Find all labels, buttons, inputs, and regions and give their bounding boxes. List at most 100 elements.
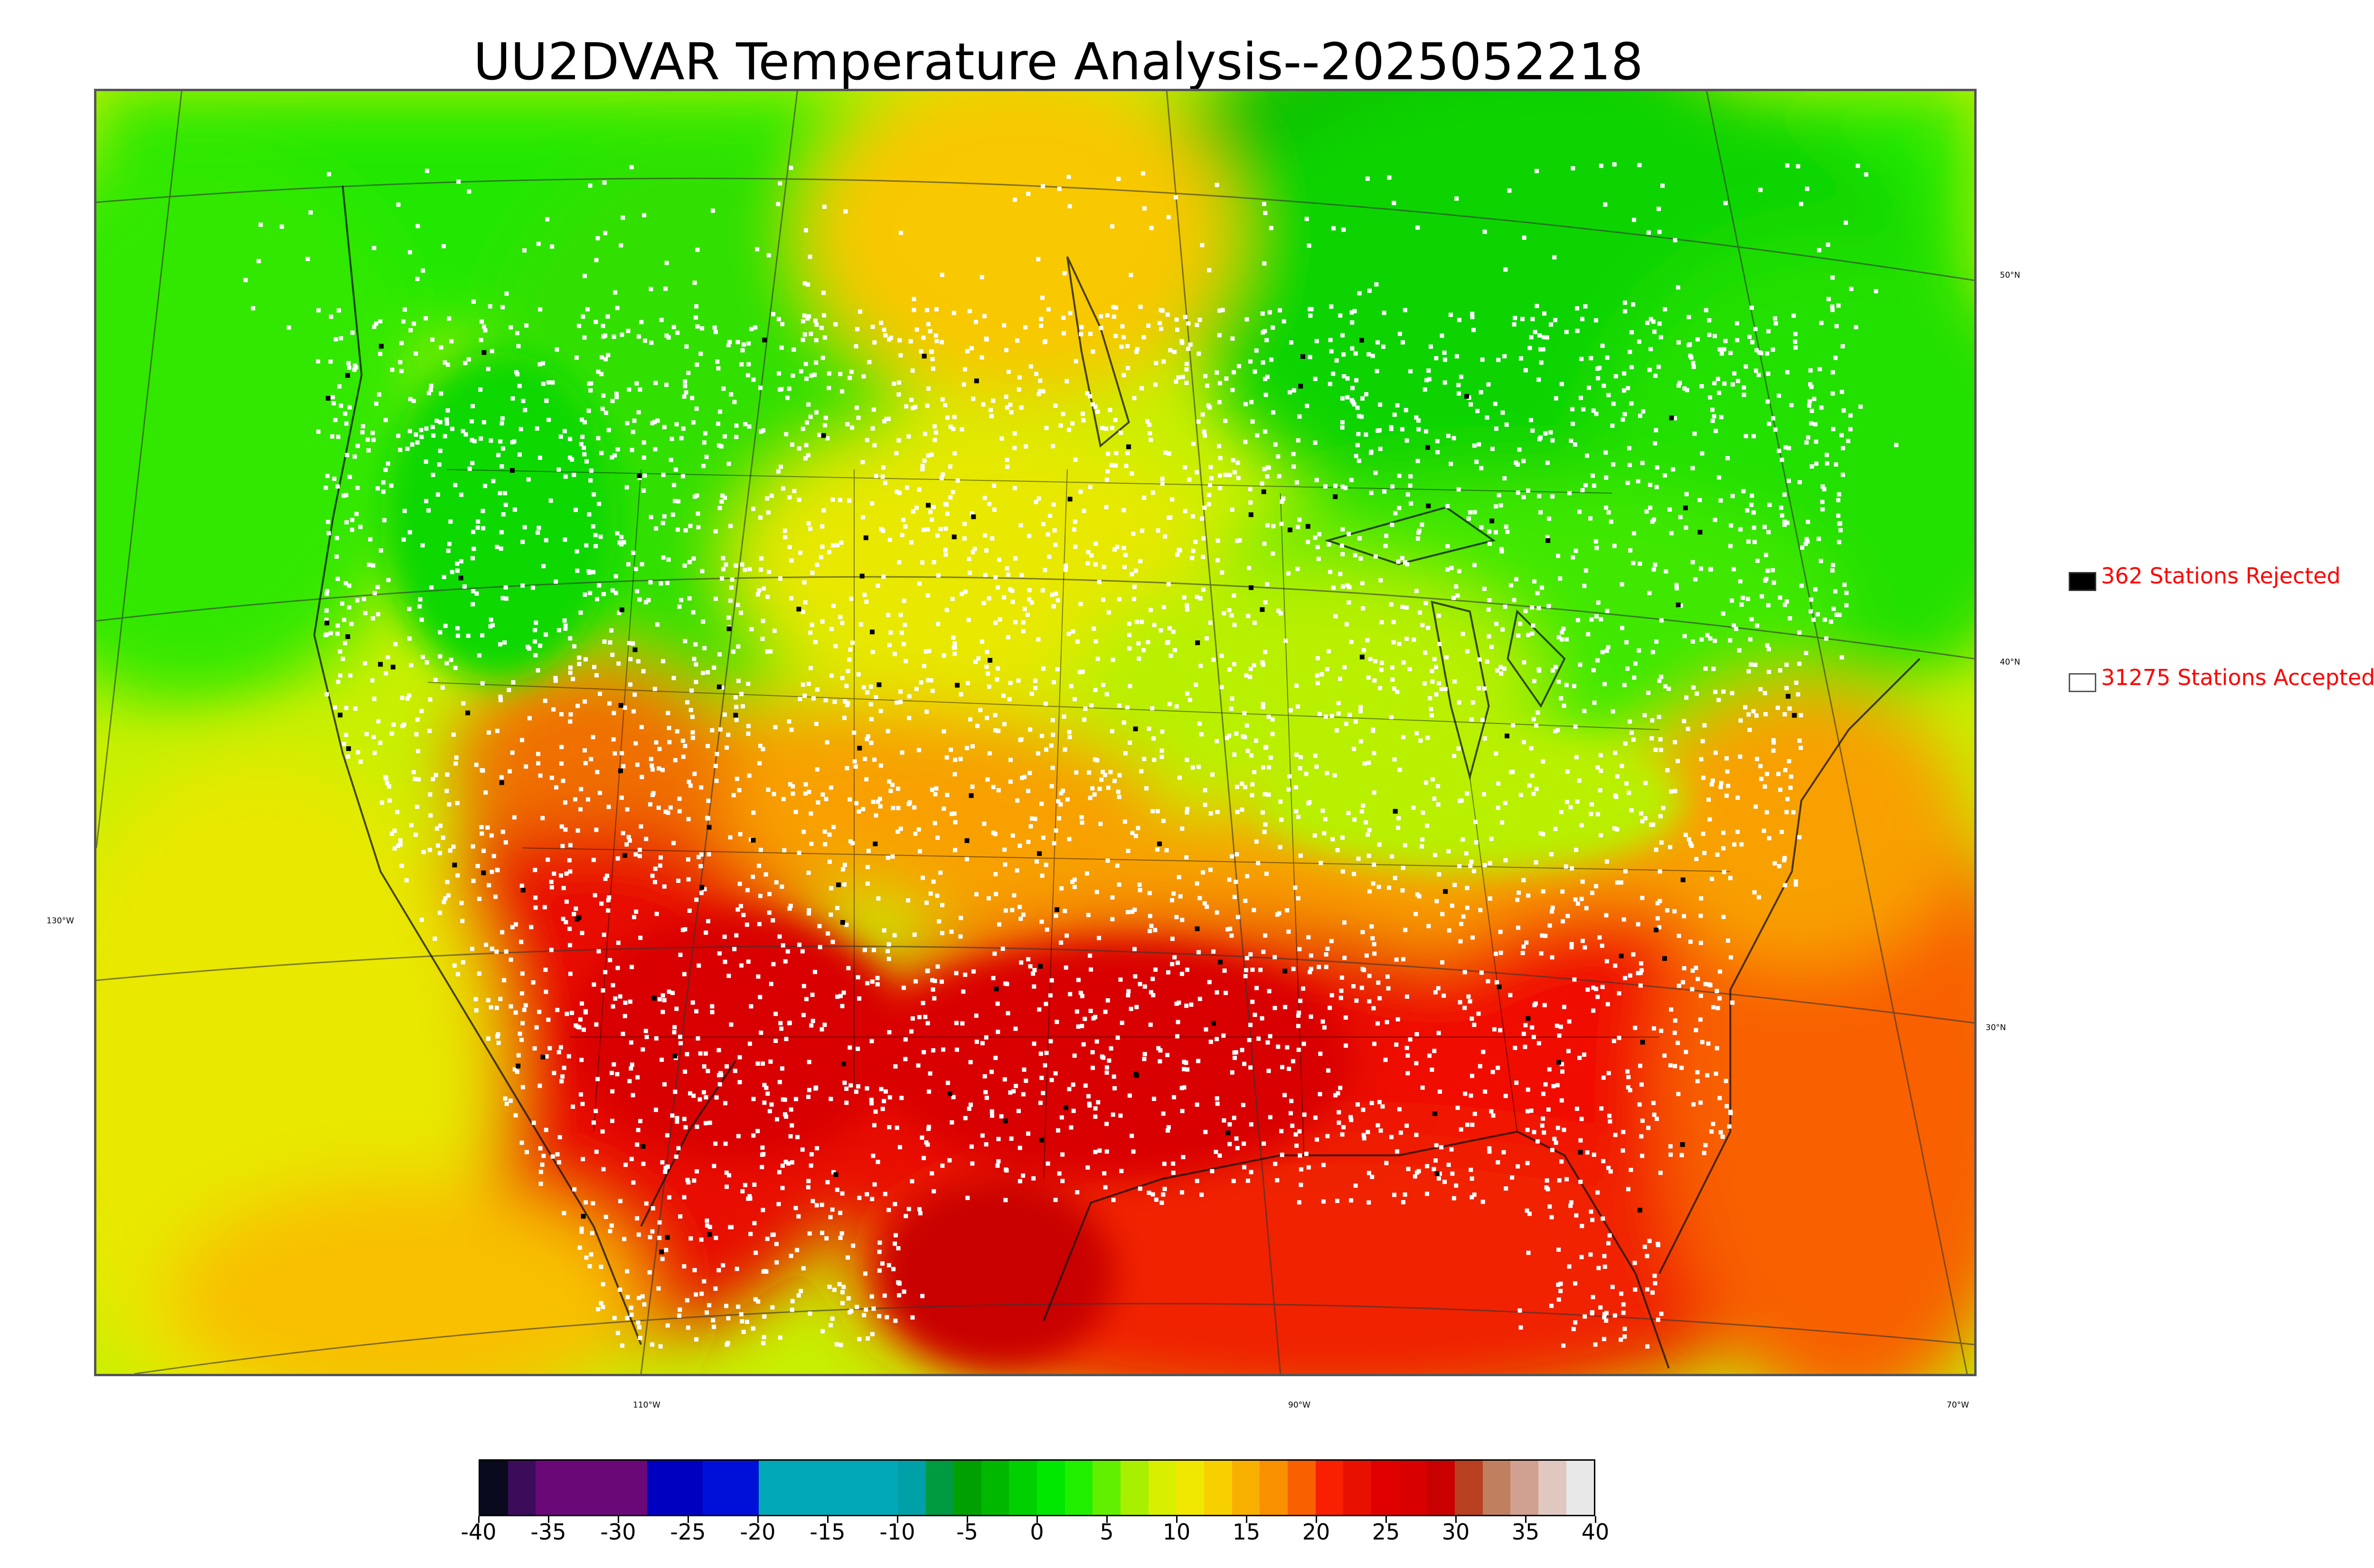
rejected-legend-swatch — [2069, 572, 2096, 591]
colorbar-tick — [478, 1516, 480, 1523]
colorbar-tick-label: 0 — [1030, 1519, 1044, 1545]
colorbar-tick-label: 15 — [1232, 1519, 1261, 1545]
colorbar-segment — [1371, 1461, 1399, 1515]
colorbar-tick-label: 20 — [1302, 1519, 1330, 1545]
colorbar-segment — [703, 1461, 731, 1515]
lon-70-line — [1705, 91, 1968, 1374]
colorbar-tick-label: 5 — [1100, 1519, 1114, 1545]
colorbar-segment — [1176, 1461, 1205, 1515]
colorbar-tick — [1106, 1516, 1108, 1523]
rejected-legend-label: 362 Stations Rejected — [2101, 563, 2341, 589]
colorbar-segment — [1315, 1461, 1344, 1515]
colorbar-segment — [925, 1461, 954, 1515]
colorbar-tick-label: -25 — [670, 1519, 706, 1545]
lat-label-40n: 40°N — [2000, 657, 2020, 667]
colorbar-segment — [1538, 1461, 1566, 1515]
colorbar-segment — [786, 1461, 814, 1515]
colorbar-segment — [870, 1461, 898, 1515]
lon-label-130w: 130°W — [47, 916, 74, 926]
colorbar-segment — [1148, 1461, 1177, 1515]
colorbar-tick-label: 25 — [1372, 1519, 1400, 1545]
colorbar-segment — [591, 1461, 620, 1515]
temperature-colorbar — [479, 1459, 1595, 1516]
graticule — [96, 91, 1974, 1374]
colorbar-segment — [1343, 1461, 1371, 1515]
lon-label-90w: 90°W — [1288, 1400, 1310, 1410]
lon-110-line — [640, 91, 798, 1374]
accepted-legend-label: 31275 Stations Accepted — [2101, 665, 2374, 690]
colorbar-segment — [730, 1461, 759, 1515]
colorbar-tick-label: -5 — [956, 1519, 978, 1545]
colorbar-segment — [1454, 1461, 1483, 1515]
lat-30-line — [96, 945, 1974, 1024]
temperature-field — [96, 91, 1974, 1374]
colorbar-segment — [1288, 1461, 1316, 1515]
colorbar-tick — [827, 1516, 829, 1523]
colorbar-segment — [647, 1461, 675, 1515]
colorbar-segment — [1204, 1461, 1232, 1515]
lake-huron — [1507, 609, 1566, 708]
colorbar-segment — [1427, 1461, 1455, 1515]
colorbar-tick — [618, 1516, 619, 1523]
coastlines — [313, 186, 1921, 1369]
colorbar-tick — [1246, 1516, 1247, 1523]
lat-50-line — [96, 178, 1974, 282]
colorbar-tick-label: 35 — [1511, 1519, 1540, 1545]
lake-michigan — [1431, 601, 1490, 781]
colorbar-segment — [758, 1461, 787, 1515]
gulf-coast — [1043, 1130, 1670, 1369]
lon-label-110w: 110°W — [633, 1400, 660, 1410]
west-coast — [313, 186, 642, 1345]
accepted-legend-swatch — [2069, 673, 2096, 692]
colorbar-segment — [1510, 1461, 1538, 1515]
colorbar-tick — [1385, 1516, 1387, 1523]
rejected-stations — [324, 338, 1797, 1255]
lat-20-line — [134, 1303, 1974, 1374]
colorbar-tick-label: -35 — [530, 1519, 566, 1545]
colorbar-tick — [757, 1516, 759, 1523]
colorbar-segment — [842, 1461, 870, 1515]
map-title: UU2DVAR Temperature Analysis--2025052218 — [473, 33, 1643, 92]
colorbar-tick-label: -30 — [600, 1519, 636, 1545]
colorbar-segment — [1121, 1461, 1149, 1515]
colorbar-tick-label: 30 — [1441, 1519, 1470, 1545]
lat-label-30n: 30°N — [1986, 1023, 2006, 1033]
colorbar-segment — [953, 1461, 981, 1515]
colorbar-segment — [814, 1461, 842, 1515]
colorbar-tick-label: -10 — [879, 1519, 915, 1545]
temperature-map — [94, 89, 1977, 1376]
colorbar-segment — [1232, 1461, 1260, 1515]
colorbar-segment — [675, 1461, 703, 1515]
lon-130-line — [96, 91, 183, 848]
colorbar-segment — [1399, 1461, 1427, 1515]
colorbar-segment — [1009, 1461, 1037, 1515]
colorbar-tick-label: -15 — [810, 1519, 846, 1545]
lat-40-line — [96, 576, 1974, 660]
colorbar-tick — [688, 1516, 689, 1523]
colorbar-segment — [1482, 1461, 1511, 1515]
colorbar-tick-label: -40 — [461, 1519, 497, 1545]
colorbar-segment — [508, 1461, 536, 1515]
colorbar-segment — [897, 1461, 926, 1515]
colorbar-tick — [1176, 1516, 1178, 1523]
colorbar-segment — [1260, 1461, 1288, 1515]
colorbar-tick — [1525, 1516, 1526, 1523]
colorbar-segment — [536, 1461, 564, 1515]
colorbar-tick-label: 40 — [1581, 1519, 1610, 1545]
colorbar-tick-label: 10 — [1162, 1519, 1191, 1545]
colorbar-tick — [1036, 1516, 1038, 1523]
colorbar-segment — [981, 1461, 1009, 1515]
accepted-stations — [243, 162, 1899, 1349]
lon-label-70w: 70°W — [1947, 1400, 1969, 1410]
colorbar-segment — [1037, 1461, 1065, 1515]
colorbar-segment — [480, 1461, 508, 1515]
colorbar-tick — [1455, 1516, 1457, 1523]
colorbar-segment — [619, 1461, 647, 1515]
colorbar-segment — [563, 1461, 592, 1515]
colorbar-tick — [548, 1516, 549, 1523]
colorbar-segment — [1093, 1461, 1121, 1515]
lat-label-50n: 50°N — [2000, 271, 2020, 280]
colorbar-segment — [1566, 1461, 1594, 1515]
colorbar-tick-label: -20 — [740, 1519, 776, 1545]
east-coast — [1658, 658, 1921, 1274]
